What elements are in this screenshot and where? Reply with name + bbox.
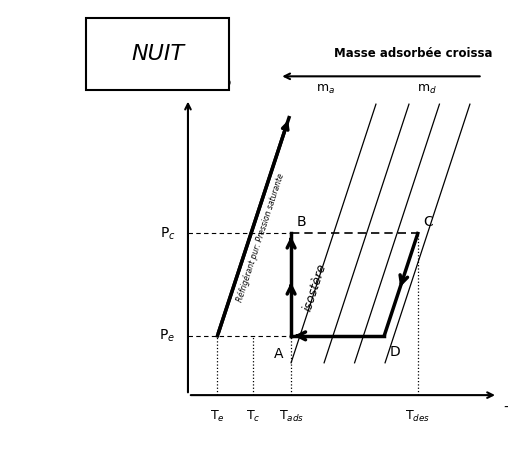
Text: lnP: lnP	[208, 79, 232, 94]
Text: T$_{ads}$: T$_{ads}$	[278, 409, 304, 424]
Text: Réfrigérant pur: Pression saturante: Réfrigérant pur: Pression saturante	[235, 172, 287, 304]
Bar	[86, 18, 229, 90]
Text: A: A	[274, 347, 283, 361]
Text: NUIT: NUIT	[131, 44, 184, 64]
Text: m$_d$: m$_d$	[417, 83, 437, 97]
Text: m$_a$: m$_a$	[315, 83, 335, 97]
Text: P$_e$: P$_e$	[159, 328, 175, 344]
Text: P$_c$: P$_c$	[160, 225, 175, 242]
Text: T$_e$: T$_e$	[210, 409, 225, 424]
Text: T$_{des}$: T$_{des}$	[405, 409, 430, 424]
Text: T$_c$: T$_c$	[245, 409, 260, 424]
Text: Masse adsorbée croissa: Masse adsorbée croissa	[334, 48, 493, 60]
Text: -1/T: -1/T	[503, 400, 508, 414]
Text: C: C	[423, 215, 433, 229]
Text: D: D	[389, 345, 400, 359]
Text: B: B	[296, 215, 306, 229]
Text: isostère: isostère	[301, 262, 329, 313]
